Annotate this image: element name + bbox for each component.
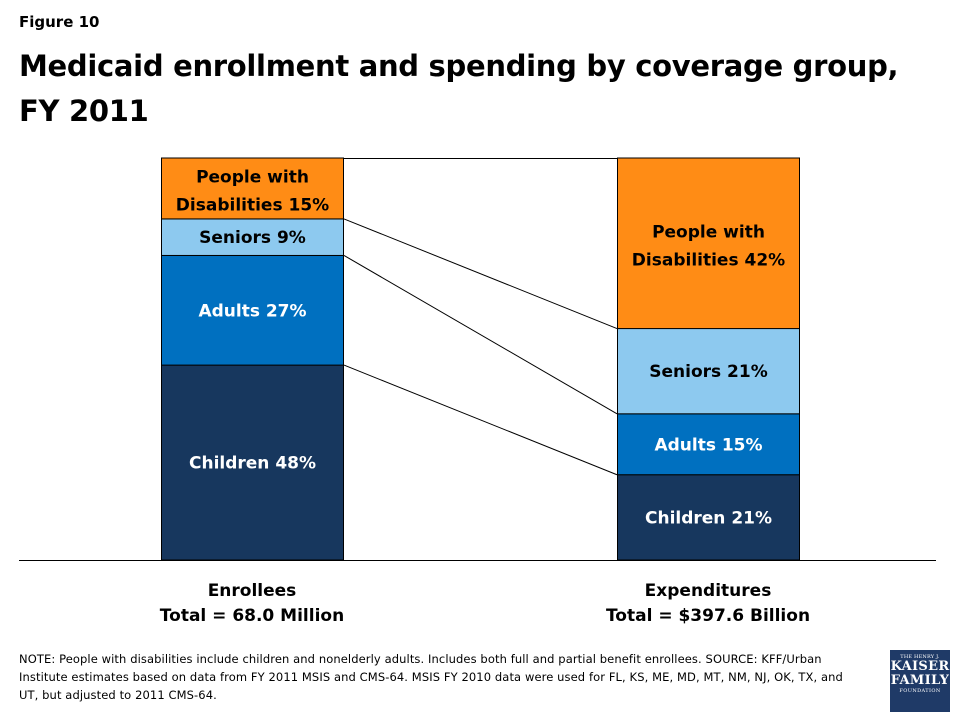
bar-segment-expenditures-people-with-disabilities bbox=[617, 157, 800, 330]
category-label-enrollees: Enrollees Total = 68.0 Million bbox=[102, 579, 402, 629]
data-label-enrollees-children: Children 48% bbox=[189, 454, 316, 474]
connector-line-adults-boundary bbox=[343, 255, 618, 415]
category-total-expenditures: Total = $397.6 Billion bbox=[605, 606, 811, 626]
data-label-enrollees-people-with-disabilities: People with Disabilities 15% bbox=[176, 167, 329, 215]
figure-label: Figure 10 bbox=[19, 13, 100, 31]
kff-logo: THE HENRY J. KAISER FAMILY FOUNDATION bbox=[890, 650, 950, 712]
data-label-enrollees-adults: Adults 27% bbox=[198, 301, 306, 321]
logo-kaiser-text: KAISER bbox=[890, 659, 950, 674]
bar-segment-enrollees-people-with-disabilities bbox=[161, 157, 344, 220]
bar-segment-expenditures-adults bbox=[617, 413, 800, 476]
category-name-expenditures: Expenditures bbox=[644, 581, 772, 601]
bar-segment-enrollees-seniors bbox=[161, 218, 344, 256]
data-label-expenditures-children: Children 21% bbox=[645, 508, 772, 528]
category-name-enrollees: Enrollees bbox=[207, 581, 297, 601]
data-label-expenditures-adults: Adults 15% bbox=[654, 435, 762, 455]
category-total-enrollees: Total = 68.0 Million bbox=[159, 606, 345, 626]
data-label-expenditures-seniors: Seniors 21% bbox=[649, 362, 768, 382]
bar-segment-expenditures-seniors bbox=[617, 328, 800, 415]
logo-family-text: FAMILY bbox=[890, 673, 950, 688]
connector-line-seniors-boundary bbox=[343, 218, 618, 330]
logo-top-text: THE HENRY J. bbox=[900, 654, 940, 660]
bar-segment-enrollees-adults bbox=[161, 254, 344, 366]
category-label-expenditures: Expenditures Total = $397.6 Billion bbox=[558, 579, 858, 629]
chart-title: Medicaid enrollment and spending by cove… bbox=[19, 49, 899, 128]
data-label-enrollees-seniors: Seniors 9% bbox=[199, 228, 306, 248]
connector-line-children-boundary bbox=[343, 364, 618, 476]
stacked-bar-chart: Children 48% Adults 27% Seniors 9% People w… bbox=[19, 157, 936, 561]
bar-segment-expenditures-children bbox=[617, 474, 800, 561]
data-label-expenditures-people-with-disabilities: People with Disabilities 42% bbox=[632, 222, 785, 270]
source-note: NOTE: People with disabilities include c… bbox=[19, 652, 843, 702]
logo-bottom-text: FOUNDATION bbox=[899, 688, 941, 694]
